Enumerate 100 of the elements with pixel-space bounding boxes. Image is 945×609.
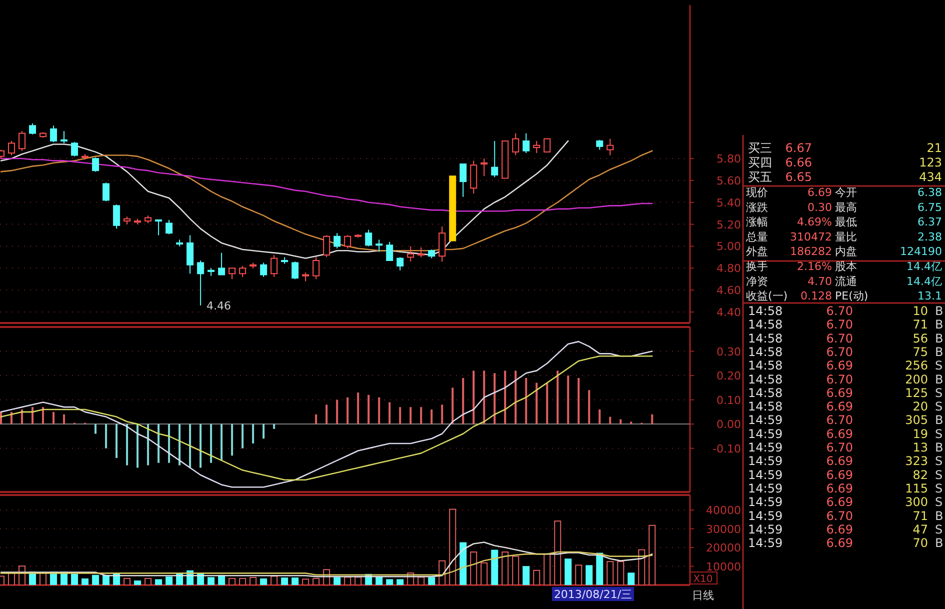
text: 6.70 [826, 413, 853, 428]
bar [42, 407, 44, 424]
y-tick-label: 20000 [706, 542, 741, 554]
bar [124, 578, 131, 585]
text: PE(动) [835, 290, 868, 303]
text: 300 [905, 495, 928, 510]
line-series [0, 158, 653, 212]
bar [228, 578, 236, 585]
y-tick-label: 10000 [706, 560, 741, 574]
text: 6.69 [826, 400, 853, 414]
bar [628, 572, 635, 585]
text: 6.70 [826, 318, 853, 332]
text: S [935, 400, 943, 414]
text: 186282 [790, 245, 832, 258]
bar [449, 508, 456, 585]
text: 2.16% [797, 260, 832, 273]
y-tick-label: 4.60 [716, 284, 741, 298]
bar [472, 370, 475, 424]
bar [638, 549, 646, 585]
bar [252, 424, 254, 444]
bar [575, 564, 582, 585]
bar [556, 370, 559, 424]
bar [158, 424, 160, 463]
bar [564, 558, 572, 585]
text: 6.69 [826, 481, 853, 496]
text: 6.69 [826, 495, 853, 510]
bar [292, 578, 299, 585]
bar [344, 576, 352, 585]
y-tick-label: 5.00 [716, 240, 741, 254]
bar [94, 424, 97, 434]
bar [396, 579, 404, 585]
text: 56 [912, 331, 928, 346]
text: 6.69 [826, 426, 853, 441]
bar [480, 562, 488, 585]
text: 股本 [835, 260, 857, 273]
bar [462, 378, 464, 424]
text: 19 [912, 426, 928, 441]
bar [648, 524, 656, 585]
text: 20 [912, 400, 928, 414]
y-tick-label: 4.40 [716, 306, 741, 320]
text: 14:59 [748, 454, 783, 468]
text: 外盘 [746, 245, 768, 258]
bar [200, 424, 202, 468]
text: S [935, 481, 943, 496]
text: 14:58 [748, 358, 783, 373]
y-tick-label: 40000 [706, 504, 741, 517]
text: S [935, 495, 943, 510]
bar [441, 404, 444, 424]
text: 6.70 [826, 344, 853, 359]
text: 14:58 [748, 304, 783, 318]
text: 14:59 [748, 508, 783, 523]
text: 日线 [692, 589, 714, 602]
text: 6.70 [826, 304, 853, 318]
bar [512, 556, 520, 585]
text: 涨跌 [746, 200, 768, 214]
bar [71, 574, 78, 585]
text: 14:58 [748, 400, 783, 414]
text: 14:59 [748, 481, 783, 496]
text: 305 [905, 413, 928, 428]
bar [491, 550, 498, 585]
text: 14:58 [748, 318, 783, 332]
bar [533, 570, 540, 585]
candlestick [186, 234, 194, 274]
text: 内盘 [835, 245, 857, 258]
text: 最低 [835, 216, 857, 229]
text: 14:59 [748, 413, 783, 428]
text: 310472 [790, 230, 832, 244]
text: S [935, 468, 943, 482]
text: 14:58 [748, 344, 783, 359]
bar [525, 378, 528, 424]
text: 6.66 [785, 156, 812, 170]
text: 总量 [745, 230, 768, 244]
bar [220, 424, 223, 460]
bar [189, 424, 192, 468]
text: 6.75 [918, 200, 942, 214]
text: 净资 [746, 274, 768, 288]
text: 流通 [835, 274, 857, 288]
text: B [935, 508, 944, 523]
bar [312, 578, 320, 585]
text: 14:59 [748, 536, 783, 550]
text: 6.70 [826, 372, 853, 386]
text: 125 [905, 386, 928, 400]
bar [250, 577, 257, 585]
text: 70 [912, 536, 928, 550]
text: 6.38 [918, 186, 942, 199]
text: 现价 [746, 186, 768, 199]
bar [260, 578, 268, 585]
text: 6.70 [826, 331, 853, 346]
y-tick-label: 5.20 [716, 218, 741, 232]
text: 6.69 [826, 386, 853, 400]
y-tick-label: 5.60 [716, 174, 741, 188]
bar [567, 376, 570, 424]
bar [536, 382, 538, 424]
text: 0.30 [808, 200, 832, 214]
bar [609, 416, 612, 424]
bar [281, 578, 288, 585]
bar [368, 394, 370, 424]
text: 47 [912, 522, 928, 536]
text: 6.70 [826, 440, 853, 454]
text: B [935, 440, 944, 454]
